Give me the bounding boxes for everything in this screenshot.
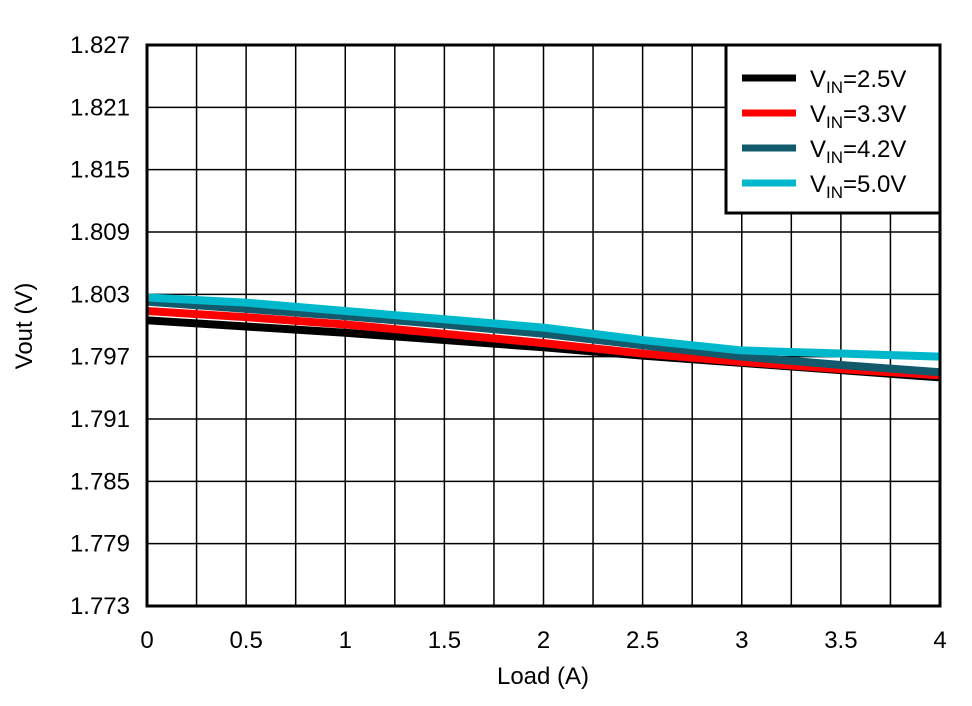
series-line	[146, 293, 941, 361]
y-tick-labels: 1.773 1.779 1.785 1.791 1.797 1.803 1.809 1.815…	[70, 32, 130, 620]
series-line	[146, 297, 941, 377]
x-tick-label: 2	[537, 627, 550, 654]
y-tick-label: 1.779	[70, 531, 130, 558]
x-tick-label: 4	[933, 627, 946, 654]
legend-label: VIN=5.0V	[810, 171, 906, 202]
plot-frame	[145, 43, 942, 608]
x-tick-label: 3	[735, 627, 748, 654]
x-tick-label: 3.5	[824, 627, 857, 654]
y-tick-label: 1.773	[70, 593, 130, 620]
y-tick-label: 1.785	[70, 468, 130, 495]
x-tick-label: 1.5	[428, 627, 461, 654]
y-tick-label: 1.791	[70, 406, 130, 433]
legend-label: VIN=3.3V	[810, 101, 906, 132]
legend: VIN=2.5V VIN=3.3V VIN=4.2V VIN=5.0V	[724, 43, 942, 215]
y-tick-label: 1.803	[70, 281, 130, 308]
x-axis-label: Load (A)	[497, 663, 589, 690]
x-tick-labels: 0 0.5 1 1.5 2 2.5 3 3.5 4	[140, 627, 946, 654]
x-tick-label: 2.5	[626, 627, 659, 654]
x-tick-label: 1	[339, 627, 352, 654]
y-tick-label: 1.827	[70, 32, 130, 59]
y-tick-label: 1.797	[70, 344, 130, 371]
legend-label: VIN=4.2V	[810, 136, 906, 167]
x-tick-label: 0	[140, 627, 153, 654]
series-line	[146, 306, 941, 380]
x-tick-label: 0.5	[229, 627, 262, 654]
y-axis-label: Vout (V)	[11, 283, 38, 370]
y-tick-label: 1.815	[70, 157, 130, 184]
series-lines	[146, 293, 941, 382]
y-tick-label: 1.809	[70, 219, 130, 246]
y-tick-label: 1.821	[70, 94, 130, 121]
legend-label: VIN=2.5V	[810, 66, 906, 97]
